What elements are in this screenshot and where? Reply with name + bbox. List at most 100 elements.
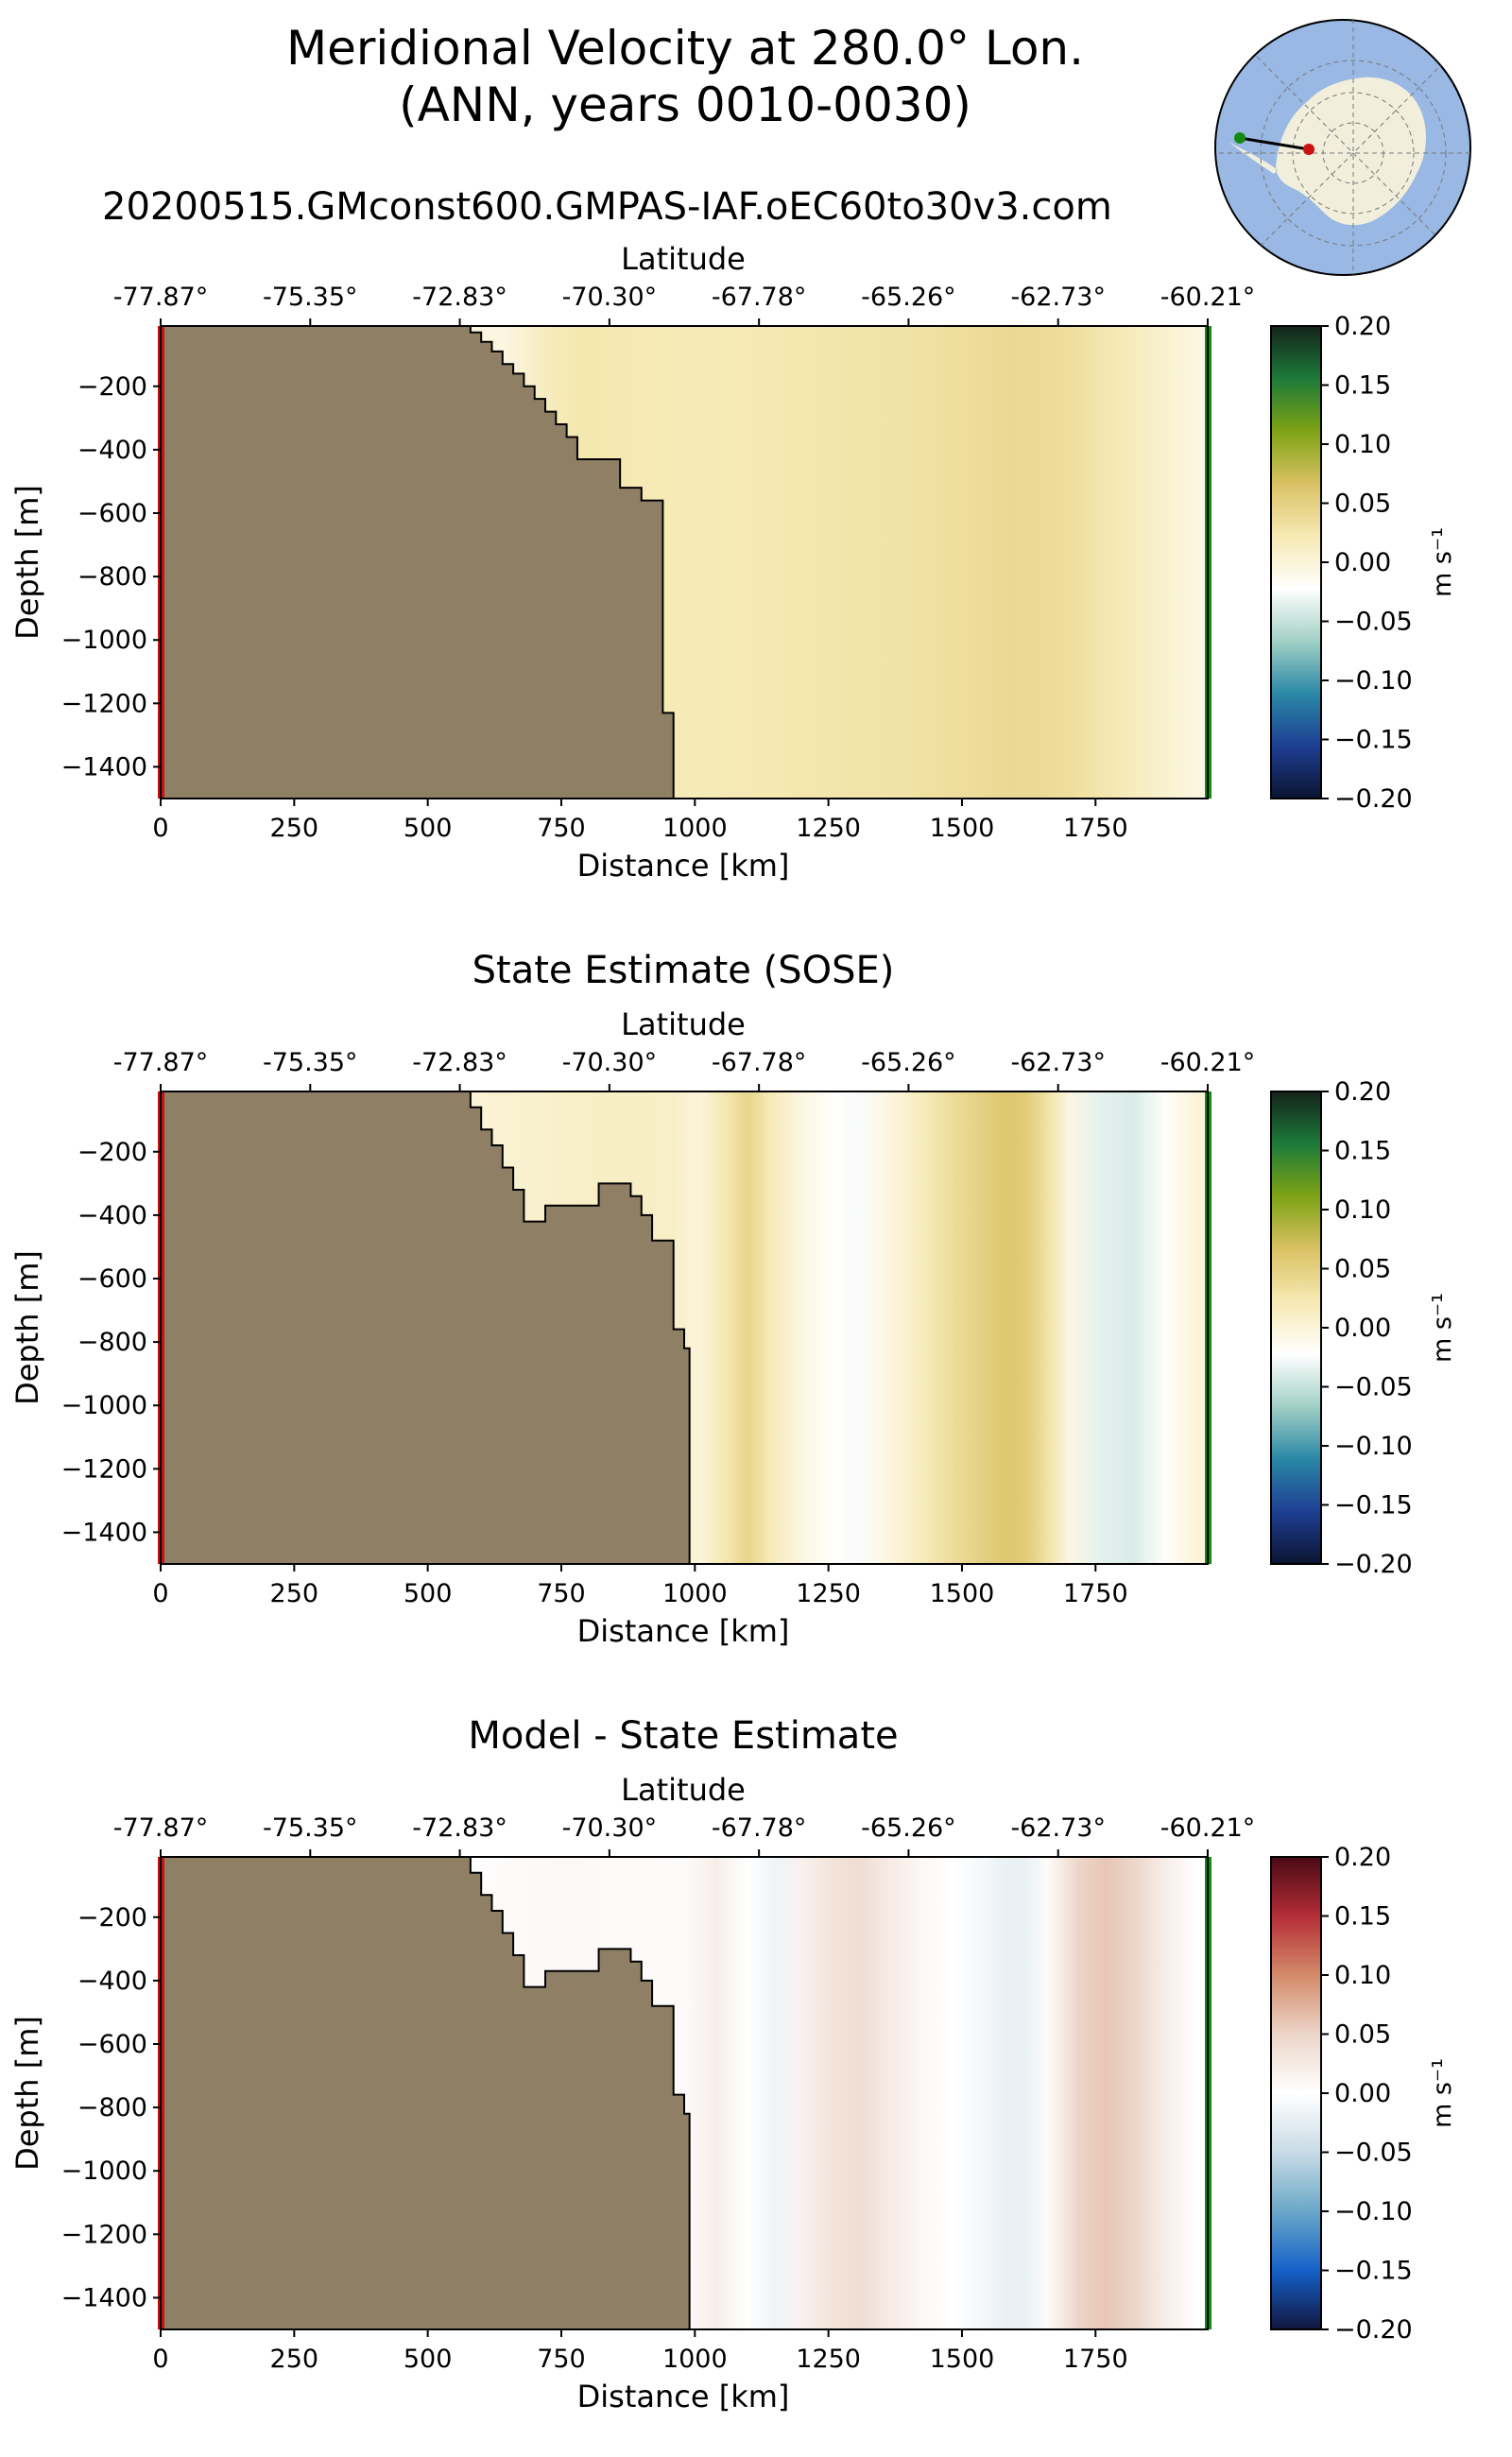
colorbar-tick-label: 0.00: [1334, 2079, 1391, 2108]
x-tick-label: 250: [270, 814, 319, 843]
colorbar-tick-label: 0.15: [1334, 371, 1391, 401]
section-panel-2: State Estimate (SOSE) 0 250 500 750 1000 1250 1…: [9, 949, 1457, 1649]
x-tick-label: 750: [537, 1579, 586, 1608]
colorbar-tick-label: −0.20: [1334, 784, 1413, 814]
x-tick-label: 1000: [662, 814, 728, 843]
colorbar-tick-label: 0.10: [1334, 1961, 1391, 1990]
run-name: 20200515.GMconst600.GMPAS-IAF.oEC60to30v…: [102, 185, 1112, 229]
y-tick-label: −1200: [61, 2220, 147, 2249]
y-axis-label: Depth [m]: [9, 1250, 45, 1405]
colorbar: [1270, 1091, 1322, 1565]
colorbar-label: m s⁻¹: [1428, 1293, 1457, 1363]
colorbar-tick-label: −0.05: [1334, 1373, 1413, 1402]
latitude-tick-label: -70.30°: [562, 1048, 658, 1077]
plot-frame: [160, 1091, 1209, 1565]
y-tick-label: −1400: [61, 1518, 147, 1547]
colorbar: [1270, 325, 1322, 799]
x-tick-label: 0: [152, 1579, 168, 1608]
latitude-tick-label: -65.26°: [861, 1048, 956, 1077]
latitude-tick-label: -60.21°: [1160, 1813, 1256, 1843]
x-tick-label: 250: [270, 1579, 319, 1608]
y-tick-label: −800: [77, 562, 147, 592]
latitude-tick-label: -75.35°: [263, 283, 358, 312]
colorbar-tick-label: −0.20: [1334, 2315, 1413, 2345]
latitude-tick-label: -60.21°: [1160, 283, 1256, 312]
colorbar-tick-label: 0.10: [1334, 430, 1391, 459]
x-axis-label: Distance [km]: [577, 1613, 790, 1649]
latitude-axis-label: Latitude: [621, 241, 746, 277]
x-tick-label: 1000: [662, 1579, 728, 1608]
plot-frame: [160, 325, 1209, 799]
colorbar-tick-label: 0.15: [1334, 1137, 1391, 1166]
colorbar-tick-label: 0.20: [1334, 1843, 1391, 1872]
y-tick-label: −600: [77, 499, 147, 528]
latitude-tick-label: -72.83°: [412, 283, 507, 312]
latitude-tick-label: -70.30°: [562, 1813, 658, 1843]
x-tick-label: 250: [270, 2345, 319, 2374]
latitude-tick-label: -67.78°: [712, 1048, 807, 1077]
latitude-tick-label: -67.78°: [712, 1813, 807, 1843]
y-tick-label: −600: [77, 2030, 147, 2059]
y-tick-label: −800: [77, 1328, 147, 1357]
x-tick-label: 500: [404, 814, 453, 843]
latitude-tick-label: -65.26°: [861, 1813, 956, 1843]
colorbar-tick-label: 0.05: [1334, 1255, 1391, 1284]
plot-frame: [160, 1856, 1209, 2330]
colorbar-tick-label: 0.20: [1334, 312, 1391, 341]
latitude-tick-label: -67.78°: [712, 283, 807, 312]
x-axis-label: Distance [km]: [577, 848, 790, 884]
colorbar-tick-label: 0.00: [1334, 548, 1391, 577]
colorbar-tick-label: 0.00: [1334, 1314, 1391, 1343]
x-tick-label: 0: [152, 2345, 168, 2374]
colorbar-label: m s⁻¹: [1428, 527, 1457, 597]
y-tick-label: −1000: [61, 626, 147, 655]
latitude-axis-label: Latitude: [621, 1006, 746, 1042]
bathymetry-land: [160, 325, 675, 799]
x-tick-label: 1000: [662, 2345, 728, 2374]
latitude-tick-label: -65.26°: [861, 283, 956, 312]
x-tick-label: 1500: [930, 814, 995, 843]
latitude-tick-label: -75.35°: [263, 1813, 358, 1843]
colorbar: [1270, 1856, 1322, 2330]
x-tick-label: 500: [404, 2345, 453, 2374]
latitude-axis-label: Latitude: [621, 1772, 746, 1808]
latitude-tick-label: -77.87°: [113, 1813, 209, 1843]
y-tick-label: −400: [77, 1967, 147, 1996]
latitude-tick-label: -62.73°: [1010, 283, 1106, 312]
colorbar-tick-label: −0.05: [1334, 2139, 1413, 2168]
colorbar-tick-label: 0.15: [1334, 1902, 1391, 1932]
section-panel-1: 0 250 500 750 1000 1250 1500 1750 Distance [km] -…: [9, 241, 1457, 884]
y-tick-label: −1200: [61, 1454, 147, 1484]
bathymetry-land: [160, 1091, 691, 1565]
transect-start-marker: [1303, 144, 1314, 155]
latitude-tick-label: -62.73°: [1010, 1048, 1106, 1077]
colorbar-tick-label: 0.10: [1334, 1195, 1391, 1225]
x-tick-label: 1750: [1063, 1579, 1128, 1608]
latitude-tick-label: -77.87°: [113, 1048, 209, 1077]
latitude-tick-label: -60.21°: [1160, 1048, 1256, 1077]
latitude-tick-label: -62.73°: [1010, 1813, 1106, 1843]
colorbar-tick-label: −0.15: [1334, 1491, 1413, 1521]
colorbar-tick-label: 0.05: [1334, 490, 1391, 519]
y-tick-label: −200: [77, 1138, 147, 1167]
panel-title: State Estimate (SOSE): [472, 949, 895, 992]
antarctica-polar-map-icon: [1214, 19, 1471, 276]
x-tick-label: 0: [152, 814, 168, 843]
transect-end-marker: [1234, 132, 1246, 144]
x-tick-label: 750: [537, 2345, 586, 2374]
y-tick-label: −400: [77, 436, 147, 465]
panel-title: Model - State Estimate: [468, 1714, 898, 1758]
latitude-tick-label: -75.35°: [263, 1048, 358, 1077]
x-tick-label: 1750: [1063, 814, 1128, 843]
y-tick-label: −200: [77, 372, 147, 402]
latitude-tick-label: -70.30°: [562, 283, 658, 312]
y-tick-label: −200: [77, 1903, 147, 1933]
colorbar-tick-label: −0.15: [1334, 726, 1413, 755]
colorbar-tick-label: 0.05: [1334, 2020, 1391, 2050]
y-axis-label: Depth [m]: [9, 485, 45, 640]
colorbar-label: m s⁻¹: [1428, 2058, 1457, 2128]
y-axis-label: Depth [m]: [9, 2016, 45, 2171]
x-tick-label: 750: [537, 814, 586, 843]
section-panel-3: Model - State Estimate 0 250 500 750 1000 1250…: [9, 1714, 1457, 2414]
colorbar-tick-label: −0.05: [1334, 608, 1413, 637]
